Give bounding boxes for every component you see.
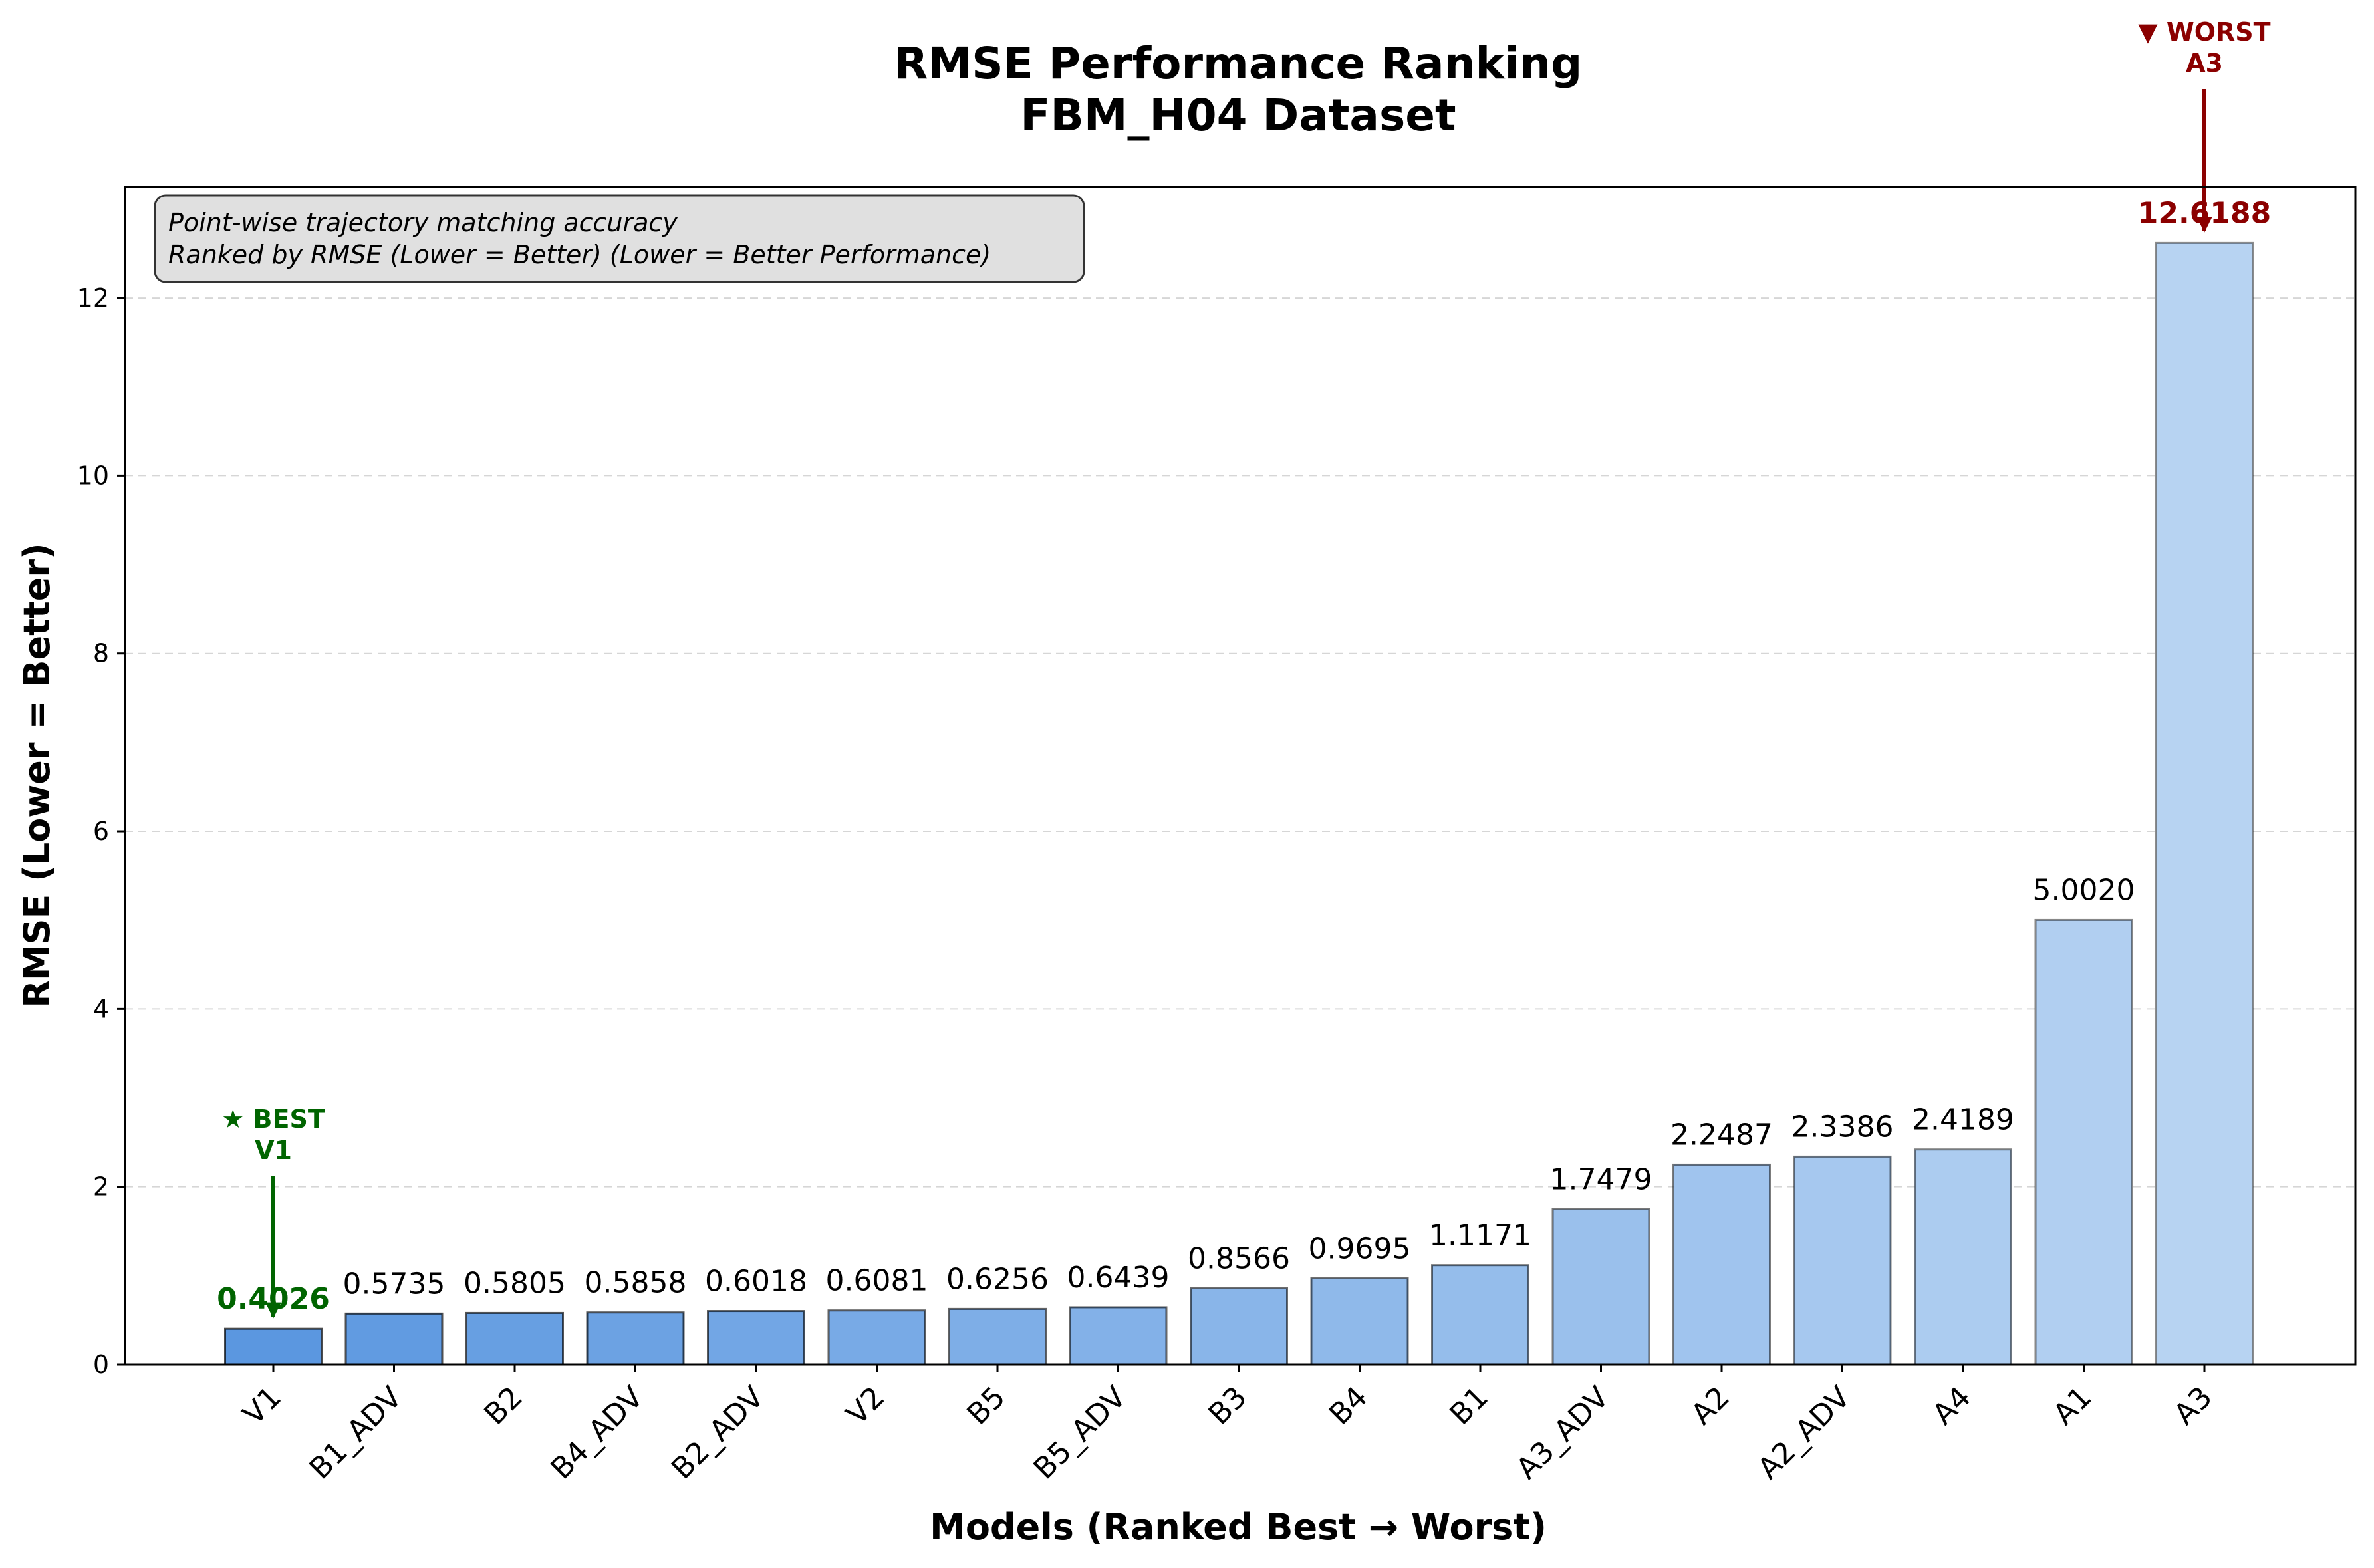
bar-b1 <box>1431 1264 1529 1366</box>
bars <box>224 241 2254 1366</box>
x-tick-label: B4 <box>1323 1380 1374 1432</box>
bar-b4 <box>1310 1277 1409 1366</box>
bar-a3-adv <box>1551 1208 1650 1366</box>
worst-annotation-label: ▼ WORST <box>2138 17 2270 47</box>
y-axis-ticks: 0 2 4 6 8 10 12 <box>77 283 125 1379</box>
y-axis-label: RMSE (Lower = Better) <box>16 543 58 1007</box>
bar-b3 <box>1190 1287 1288 1366</box>
bar-v1 <box>224 1327 323 1366</box>
value-label: 2.3386 <box>1791 1110 1894 1144</box>
x-tick-label: B3 <box>1202 1380 1253 1432</box>
value-label: 0.6081 <box>826 1264 928 1298</box>
value-label: 5.0020 <box>2033 873 2135 907</box>
x-tick-label: A3_ADV <box>1510 1380 1616 1486</box>
x-tick-label: A2 <box>1685 1380 1736 1432</box>
best-annotation-label: ★ BEST <box>221 1105 325 1134</box>
value-label: 0.5735 <box>343 1267 446 1301</box>
y-tick-label: 4 <box>93 994 109 1023</box>
x-tick-label: B5_ADV <box>1027 1380 1133 1486</box>
x-tick-label: A4 <box>1926 1380 1978 1432</box>
x-tick-label: B1 <box>1444 1380 1495 1432</box>
x-tick-label: A2_ADV <box>1752 1380 1857 1486</box>
bar-b2-adv <box>707 1310 805 1366</box>
plot-frame <box>124 186 2357 1366</box>
x-tick-label: B4_ADV <box>545 1380 650 1486</box>
chart-title: RMSE Performance Ranking FBM_H04 Dataset <box>894 38 1583 141</box>
bar-b5-adv <box>1069 1306 1168 1366</box>
bar-a4 <box>1914 1148 2012 1366</box>
info-box-line-1: Point-wise trajectory matching accuracy <box>168 208 678 237</box>
bar-b5 <box>948 1307 1047 1366</box>
bar-b4-adv <box>586 1311 685 1366</box>
value-label: 0.6439 <box>1067 1261 1170 1295</box>
chart-title-line-1: RMSE Performance Ranking <box>894 38 1583 89</box>
value-label: 1.7479 <box>1550 1162 1652 1196</box>
x-tick-label: V1 <box>237 1380 288 1432</box>
value-label: 2.4189 <box>1912 1103 2014 1137</box>
x-tick-label: A3 <box>2168 1380 2219 1432</box>
x-tick-label: B5 <box>961 1380 1012 1432</box>
value-label: 0.6256 <box>946 1262 1049 1296</box>
y-tick-label: 0 <box>93 1350 109 1379</box>
bar-a2-adv <box>1793 1155 1892 1366</box>
bar-a1 <box>2034 918 2133 1366</box>
value-label: 0.8566 <box>1188 1242 1290 1276</box>
chart-title-line-2: FBM_H04 Dataset <box>1020 90 1456 141</box>
x-axis-ticks: V1 B1_ADV B2 B4_ADV B2_ADV V2 B5 B5_ADV B3 B4 B1 A3… <box>237 1365 2219 1486</box>
value-label: 0.5805 <box>463 1266 566 1300</box>
value-label: 1.1171 <box>1429 1219 1531 1253</box>
info-box: Point-wise trajectory matching accuracy … <box>154 194 1085 283</box>
x-tick-label: B2_ADV <box>665 1380 771 1486</box>
x-tick-label: V2 <box>840 1380 891 1432</box>
y-tick-label: 12 <box>77 283 109 313</box>
x-axis-label: Models (Ranked Best → Worst) <box>930 1506 1547 1548</box>
x-tick-label: A1 <box>2047 1380 2098 1432</box>
value-label: 0.6018 <box>705 1265 807 1299</box>
info-box-line-2: Ranked by RMSE (Lower = Better) (Lower =… <box>168 240 991 269</box>
y-tick-label: 6 <box>93 817 109 846</box>
y-tick-label: 2 <box>93 1172 109 1202</box>
grid-lines <box>125 297 2355 1188</box>
value-label: 2.2487 <box>1670 1118 1773 1152</box>
worst-annotation-model: A3 <box>2186 49 2223 78</box>
value-label: 0.9695 <box>1309 1232 1411 1265</box>
y-tick-label: 8 <box>93 639 109 668</box>
bar-v2 <box>827 1309 926 1366</box>
value-label: 0.5858 <box>585 1266 687 1300</box>
bar-a3 <box>2155 241 2254 1366</box>
bar-a2 <box>1672 1163 1771 1366</box>
bar-b2 <box>465 1311 564 1366</box>
best-annotation-model: V1 <box>255 1136 292 1165</box>
x-tick-label: B2 <box>478 1380 529 1432</box>
y-tick-label: 10 <box>77 461 109 490</box>
value-labels: 0.4026 0.5735 0.5805 0.5858 0.6018 0.6081 0.62… <box>217 196 2271 1316</box>
info-box-background <box>154 194 1085 283</box>
bar-b1-adv <box>344 1312 444 1366</box>
x-tick-label: B1_ADV <box>303 1380 409 1486</box>
